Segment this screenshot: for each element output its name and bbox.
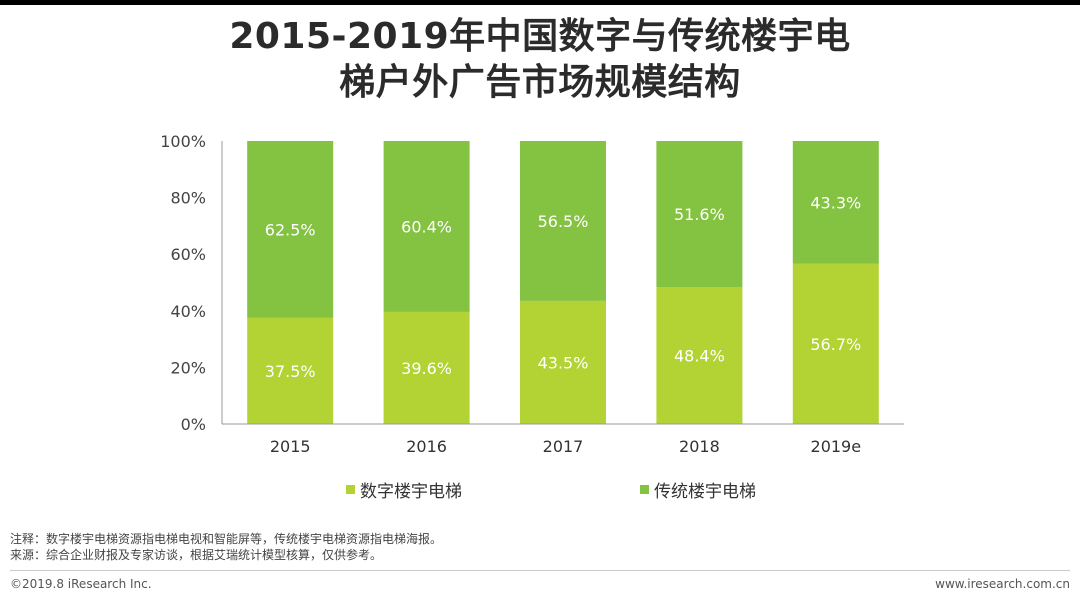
legend-label-traditional: 传统楼宇电梯 [654, 482, 756, 502]
bar-digital [656, 287, 743, 424]
data-label: 48.4% [674, 347, 725, 366]
legend-swatch-digital [346, 485, 355, 494]
y-tick-label: 60% [170, 245, 206, 264]
bar-traditional [247, 141, 334, 318]
bar-digital [792, 263, 879, 424]
chart-title: 2015-2019年中国数字与传统楼宇电 梯户外广告市场规模结构 [0, 14, 1080, 106]
y-tick-label: 0% [181, 415, 206, 434]
y-tick-label: 20% [170, 358, 206, 377]
note-text: 注释：数字楼宇电梯资源指电梯电视和智能屏等，传统楼宇电梯资源指电梯海报。 [10, 532, 443, 546]
legend-item-digital: 数字楼宇电梯 [346, 477, 462, 502]
data-label: 51.6% [674, 205, 725, 224]
data-label: 43.3% [810, 193, 861, 212]
bar-digital [247, 317, 334, 424]
copyright-text: ©2019.8 iResearch Inc. [10, 577, 152, 591]
chart-legend: 数字楼宇电梯 传统楼宇电梯 [0, 477, 1080, 502]
bar-traditional [383, 141, 470, 312]
x-tick-label: 2018 [679, 437, 720, 456]
y-tick-label: 80% [170, 189, 206, 208]
data-label: 37.5% [265, 362, 316, 381]
legend-swatch-traditional [640, 485, 649, 494]
chart-title-line-1: 2015-2019年中国数字与传统楼宇电 [229, 16, 851, 57]
legend-item-traditional: 传统楼宇电梯 [640, 477, 756, 502]
data-label: 56.5% [538, 212, 589, 231]
chart-title-line-2: 梯户外广告市场规模结构 [339, 62, 741, 103]
footer-divider [10, 570, 1070, 571]
bar-traditional [792, 141, 879, 264]
data-label: 60.4% [401, 217, 452, 236]
bar-traditional [656, 141, 743, 288]
bar-traditional [520, 141, 606, 301]
top-bar [0, 0, 1080, 5]
data-label: 43.5% [538, 353, 589, 372]
x-tick-label: 2017 [543, 437, 584, 456]
data-label: 39.6% [401, 359, 452, 378]
bar-digital [383, 311, 470, 424]
x-tick-label: 2019e [811, 437, 862, 456]
y-tick-label: 100% [160, 132, 206, 151]
x-tick-label: 2015 [270, 437, 311, 456]
notes-block: 注释：数字楼宇电梯资源指电梯电视和智能屏等，传统楼宇电梯资源指电梯海报。 来源：… [10, 531, 442, 563]
website-text: www.iresearch.com.cn [935, 577, 1070, 591]
data-label: 62.5% [265, 220, 316, 239]
source-text: 来源：综合企业财报及专家访谈，根据艾瑞统计模型核算，仅供参考。 [10, 548, 383, 562]
data-label: 56.7% [810, 335, 861, 354]
y-tick-label: 40% [170, 302, 206, 321]
legend-label-digital: 数字楼宇电梯 [360, 482, 462, 502]
bar-digital [520, 300, 606, 424]
x-tick-label: 2016 [406, 437, 447, 456]
